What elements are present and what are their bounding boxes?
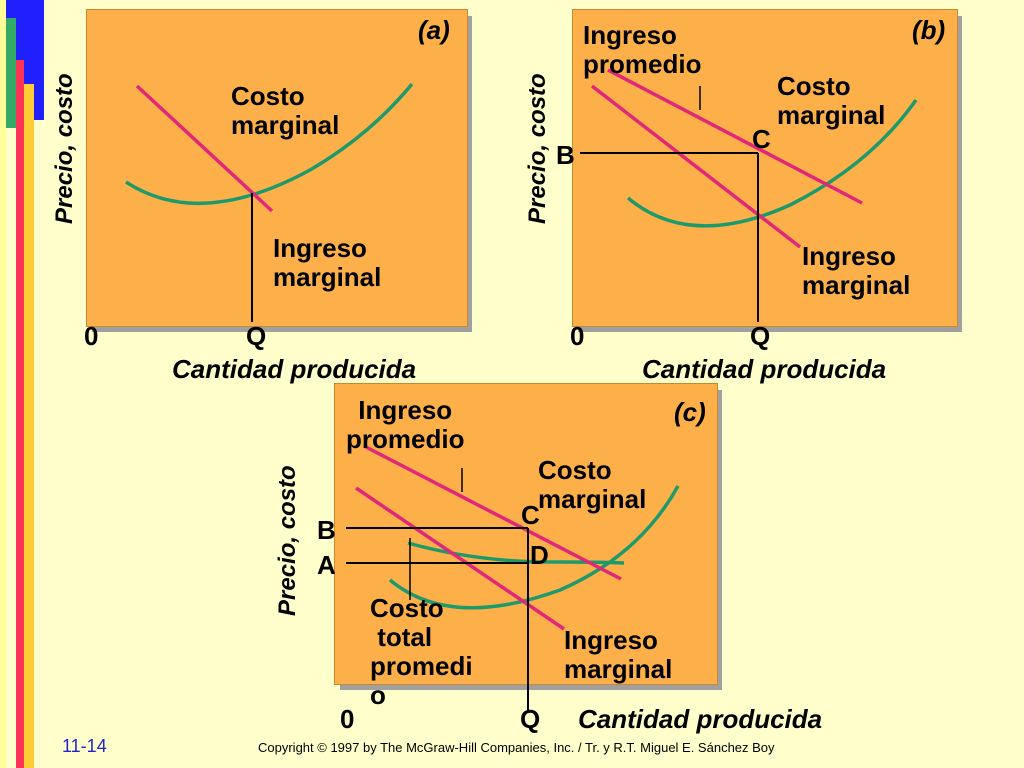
decorative-stripes [0, 0, 44, 768]
panel-c-q: Q [520, 704, 541, 734]
panel-b-x-axis-label: Cantidad producida [642, 354, 887, 384]
panel-b-b: B [556, 140, 575, 170]
panel-b-tag: (b) [912, 15, 946, 45]
panel-c-atc-label: Costo total promedi o [370, 593, 473, 710]
panel-c-tag: (c) [674, 397, 706, 427]
panel-c-d: D [530, 540, 549, 570]
panel-a-x-axis-label: Cantidad producida [172, 354, 417, 384]
panel-c-cost-label: Costo marginal [538, 455, 647, 514]
panel-c-origin: 0 [340, 704, 355, 734]
panel-c-b: B [317, 515, 336, 545]
panel-c-y-axis-label: Precio, costo [274, 465, 301, 616]
panel-b-cost-label: Costo marginal [777, 71, 886, 130]
panel-a [86, 9, 468, 327]
panel-a-revenue-label: Ingreso marginal [273, 233, 382, 292]
panel-a-q: Q [246, 321, 267, 351]
marginal-revenue-line [590, 84, 802, 249]
marginal-revenue-line [135, 84, 274, 213]
panel-c [334, 383, 718, 685]
marginal-revenue-line [355, 486, 565, 631]
marginal-cost-curve [626, 98, 918, 228]
panel-b-origin: 0 [570, 321, 585, 351]
panel-a-tag: (a) [418, 15, 450, 45]
marginal-cost-curve [125, 82, 414, 206]
panel-b-revenue-label: Ingreso marginal [802, 241, 911, 300]
panel-b-avg-label: Ingreso promedio [583, 20, 702, 79]
panel-c-c: C [521, 500, 540, 530]
panel-c-a: A [317, 550, 336, 580]
panel-b-c: C [752, 124, 771, 154]
average-total-cost-curve [407, 541, 625, 565]
panel-c-x-axis-label: Cantidad producida [578, 704, 823, 734]
average-revenue-line [363, 444, 622, 581]
marginal-cost-curve [388, 485, 680, 610]
panel-c-revenue-label: Ingreso marginal [564, 625, 673, 684]
panel-a-origin: 0 [84, 321, 99, 351]
panel-a-cost-label: Costo marginal [231, 81, 340, 140]
copyright-text: Copyright © 1997 by The McGraw-Hill Comp… [258, 740, 775, 755]
panel-b-q: Q [750, 321, 771, 351]
panel-b [572, 9, 958, 327]
panel-c-avg-label: Ingreso promedio [346, 395, 465, 454]
average-revenue-line [607, 68, 863, 205]
slide-number: 11-14 [62, 736, 107, 756]
